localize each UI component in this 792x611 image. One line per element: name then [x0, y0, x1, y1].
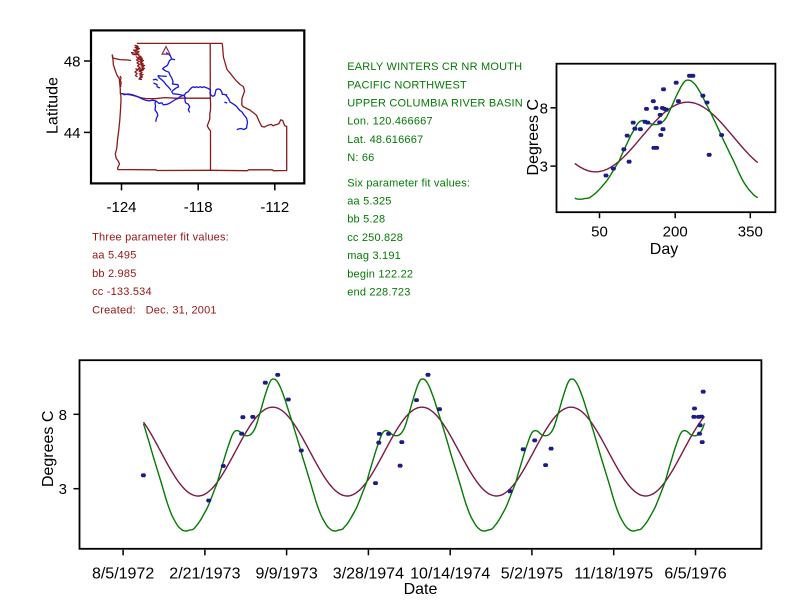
- svg-text:9/9/1973: 9/9/1973: [255, 566, 317, 583]
- svg-text:Latitude: Latitude: [45, 77, 62, 134]
- svg-text:end 228.723: end 228.723: [347, 287, 410, 299]
- svg-text:10/14/1974: 10/14/1974: [410, 566, 490, 583]
- svg-text:cc -133.534: cc -133.534: [92, 286, 152, 298]
- svg-text:cc 250.828: cc 250.828: [347, 232, 403, 244]
- svg-text:Three parameter fit values:: Three parameter fit values:: [92, 231, 229, 243]
- svg-text:11/18/1975: 11/18/1975: [574, 566, 653, 583]
- svg-text:3: 3: [59, 481, 67, 498]
- svg-text:8: 8: [540, 100, 548, 117]
- svg-text:aa 5.495: aa 5.495: [92, 250, 136, 262]
- svg-text:aa 5.325: aa 5.325: [347, 196, 391, 208]
- svg-text:3: 3: [540, 159, 548, 176]
- svg-text:-112: -112: [260, 199, 289, 216]
- svg-text:bb 5.28: bb 5.28: [347, 214, 385, 226]
- svg-text:6/5/1976: 6/5/1976: [664, 566, 726, 583]
- svg-text:48: 48: [64, 54, 81, 71]
- svg-text:8/5/1972: 8/5/1972: [92, 566, 154, 583]
- svg-text:3/28/1974: 3/28/1974: [333, 566, 404, 583]
- svg-text:8: 8: [59, 407, 67, 424]
- svg-text:-118: -118: [184, 199, 213, 216]
- svg-text:Date: Date: [404, 581, 438, 598]
- svg-text:350: 350: [738, 224, 763, 241]
- svg-text:N: 66: N: 66: [347, 152, 374, 164]
- svg-text:200: 200: [663, 224, 688, 241]
- svg-text:mag 3.191: mag 3.191: [347, 250, 401, 262]
- svg-text:UPPER COLUMBIA RIVER BASIN: UPPER COLUMBIA RIVER BASIN: [347, 98, 523, 110]
- svg-text:Lat. 48.616667: Lat. 48.616667: [347, 134, 423, 146]
- svg-text:EARLY WINTERS CR NR MOUTH: EARLY WINTERS CR NR MOUTH: [347, 61, 522, 73]
- svg-text:-124: -124: [106, 199, 136, 216]
- svg-text:2/21/1973: 2/21/1973: [169, 566, 240, 583]
- svg-text:44: 44: [64, 125, 81, 142]
- svg-text:Lon. 120.466667: Lon. 120.466667: [347, 116, 433, 128]
- svg-text:Created: Dec. 31, 2001: Created: Dec. 31, 2001: [92, 305, 217, 317]
- svg-text:Degrees C: Degrees C: [525, 99, 542, 175]
- svg-text:begin 122.22: begin 122.22: [347, 268, 413, 280]
- svg-text:Six parameter fit values:: Six parameter fit values:: [347, 177, 470, 189]
- svg-text:Degrees C: Degrees C: [40, 411, 57, 487]
- svg-text:PACIFIC NORTHWEST: PACIFIC NORTHWEST: [347, 79, 467, 91]
- svg-text:5/2/1975: 5/2/1975: [501, 566, 563, 583]
- svg-text:Day: Day: [650, 241, 678, 258]
- svg-text:bb 2.985: bb 2.985: [92, 268, 136, 280]
- svg-text:50: 50: [591, 224, 608, 241]
